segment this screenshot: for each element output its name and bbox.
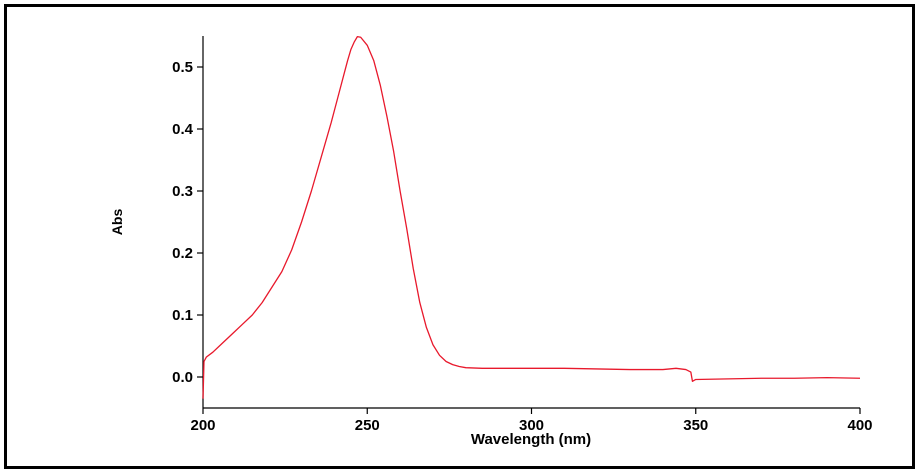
y-tick-label: 0.0 bbox=[172, 369, 193, 386]
x-tick-label: 400 bbox=[847, 417, 872, 434]
y-tick-label: 0.2 bbox=[172, 245, 193, 262]
chart-frame bbox=[4, 4, 915, 469]
x-tick-label: 250 bbox=[355, 417, 380, 434]
y-tick-label: 0.4 bbox=[172, 121, 194, 138]
y-tick-label: 0.1 bbox=[172, 307, 193, 324]
x-axis-title: Wavelength (nm) bbox=[471, 431, 591, 448]
x-ticks: 200 250 300 350 400 bbox=[190, 408, 873, 434]
y-tick-label: 0.5 bbox=[172, 59, 193, 76]
y-ticks: 0.0 0.1 0.2 0.3 0.4 0.5 bbox=[172, 59, 203, 386]
series-line bbox=[202, 35, 861, 399]
x-tick-label: 350 bbox=[683, 417, 708, 434]
y-tick-label: 0.3 bbox=[172, 183, 193, 200]
x-tick-label: 200 bbox=[190, 417, 215, 434]
x-tick-label: 300 bbox=[519, 417, 544, 434]
y-axis-title: Abs bbox=[109, 209, 125, 236]
